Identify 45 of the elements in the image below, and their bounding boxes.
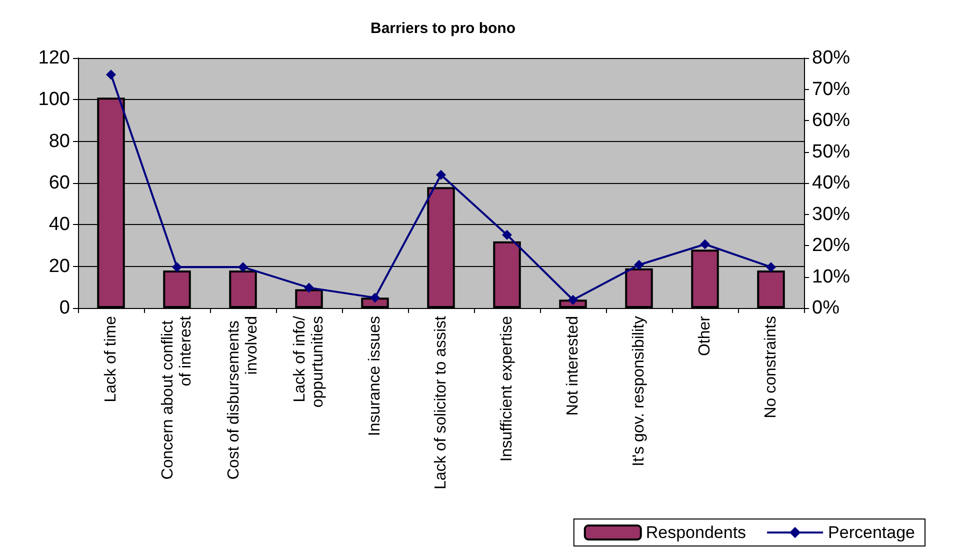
y2-tick-label: 0% xyxy=(812,298,840,318)
x-tick-label: Not interested xyxy=(564,316,582,416)
legend-label: Respondents xyxy=(646,523,746,542)
bar xyxy=(163,270,191,308)
point xyxy=(106,70,116,80)
y2-tick-label: 10% xyxy=(812,266,850,288)
legend-label: Percentage xyxy=(828,523,915,542)
chart-title: Barriers to pro bono xyxy=(370,20,516,37)
x-tick-label: Lack of time xyxy=(102,316,120,402)
x-tick-label: No constraints xyxy=(762,316,780,418)
point xyxy=(568,294,578,305)
point xyxy=(766,262,776,272)
x-tick-label: Concern about conflict of interest xyxy=(160,315,194,480)
y2-tick-label: 20% xyxy=(812,235,850,256)
x-tick-label: Insufficient expertise xyxy=(498,316,516,462)
point xyxy=(502,230,512,240)
x-tick-label: Lack of solicitor to assist xyxy=(432,315,450,490)
x-tick-label: Other xyxy=(696,315,714,356)
point xyxy=(304,282,314,293)
y-tick-label: 40 xyxy=(48,214,70,236)
point xyxy=(238,262,248,272)
y-tick-label: 20 xyxy=(48,256,70,277)
point xyxy=(172,262,182,272)
x-tick-label: Insurance issues xyxy=(366,316,384,436)
y-tick-label: 0 xyxy=(59,298,70,318)
y-tick-label: 100 xyxy=(38,89,70,110)
y-tick-label: 120 xyxy=(38,48,70,68)
x-tick-label: Cost of disbursements involved xyxy=(226,316,260,480)
bar xyxy=(295,289,323,308)
y2-tick-label: 50% xyxy=(812,141,850,162)
bar xyxy=(361,298,389,308)
x-tick-label: It's gov. responsibility xyxy=(630,316,648,466)
point xyxy=(700,239,710,250)
bar xyxy=(757,270,785,308)
y2-tick-label: 40% xyxy=(812,172,850,194)
y-tick-label: 60 xyxy=(48,172,70,194)
y2-tick-label: 60% xyxy=(812,110,850,131)
point xyxy=(634,260,644,270)
y2-tick-label: 30% xyxy=(812,204,850,225)
point xyxy=(436,170,446,180)
y2-tick-label: 80% xyxy=(812,48,850,68)
point xyxy=(370,292,380,303)
y-tick-label: 80 xyxy=(48,130,70,152)
bar xyxy=(229,270,257,308)
y2-tick-label: 70% xyxy=(812,78,850,100)
